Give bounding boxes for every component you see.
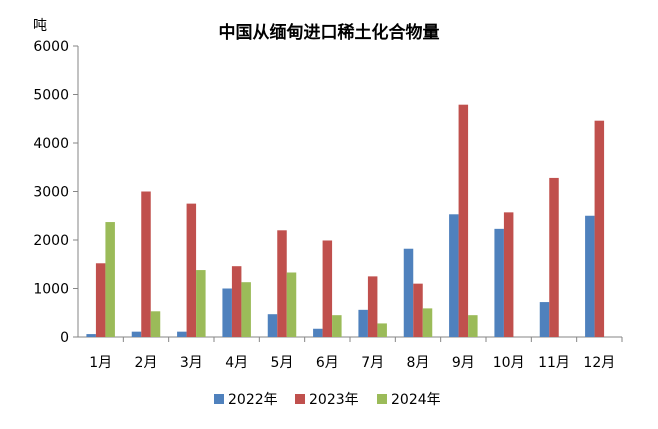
x-tick-label: 12月: [583, 355, 615, 371]
bar: [105, 222, 115, 337]
bar: [322, 240, 333, 337]
y-tick-label: 1000: [33, 282, 69, 298]
x-tick-label: 5月: [271, 355, 294, 371]
x-tick-label: 3月: [180, 355, 203, 371]
bar: [468, 315, 478, 337]
bar: [503, 212, 514, 337]
x-axis-ticks: 1月 2月 3月 4月 5月 6月 7月 8月 9月 10月 11月 12月: [89, 355, 615, 371]
bar: [413, 283, 423, 337]
axes: [73, 45, 623, 342]
x-tick-label: 7月: [361, 355, 384, 371]
bar: [594, 120, 605, 337]
legend-label: 2022年: [228, 392, 278, 408]
x-tick-label: 10月: [493, 355, 525, 371]
bar: [141, 191, 151, 337]
y-tick-label: 0: [60, 330, 69, 346]
bar: [367, 276, 378, 337]
y-tick-label: 4000: [33, 136, 69, 152]
legend: 2022年 2023年 2024年: [214, 392, 441, 408]
bar: [95, 263, 106, 337]
legend-label: 2024年: [391, 392, 441, 408]
x-tick-label: 8月: [407, 355, 430, 371]
bar: [177, 331, 187, 337]
x-tick-label: 6月: [316, 355, 339, 371]
bar: [150, 311, 161, 337]
bar: [267, 314, 278, 337]
chart-title: 中国从缅甸进口稀土化合物量: [219, 22, 440, 43]
bar: [332, 315, 342, 337]
bar: [494, 228, 504, 337]
y-tick-label: 2000: [33, 233, 69, 249]
bar: [241, 282, 251, 337]
legend-label: 2023年: [309, 392, 359, 408]
bar: [277, 230, 287, 337]
bar: [231, 266, 242, 337]
y-tick-label: 3000: [33, 185, 69, 201]
bar: [449, 214, 459, 337]
bars: [86, 104, 605, 337]
y-tick-label: 6000: [33, 39, 69, 55]
bar: [131, 331, 142, 337]
bar: [458, 104, 469, 337]
bar: [403, 248, 414, 337]
bar: [86, 334, 96, 337]
bar: [422, 308, 433, 337]
y-axis-unit-label: 吨: [33, 18, 47, 34]
bar: [196, 270, 206, 337]
legend-swatch: [214, 394, 224, 404]
bar: [286, 272, 297, 337]
x-tick-label: 11月: [538, 355, 570, 371]
bar: [585, 215, 595, 337]
legend-swatch: [295, 394, 305, 404]
bar: [377, 323, 387, 337]
bar: [539, 302, 550, 337]
x-tick-label: 1月: [89, 355, 112, 371]
bar: [222, 288, 232, 337]
bar: [313, 328, 323, 337]
y-axis-ticks: 0 1000 2000 3000 4000 5000 6000: [33, 39, 69, 346]
x-tick-label: 9月: [452, 355, 475, 371]
legend-swatch: [377, 394, 387, 404]
x-tick-label: 2月: [135, 355, 158, 371]
x-tick-label: 4月: [225, 355, 248, 371]
bar: [549, 177, 559, 337]
y-tick-label: 5000: [33, 88, 69, 104]
bar: [186, 203, 197, 337]
bar: [358, 309, 368, 337]
